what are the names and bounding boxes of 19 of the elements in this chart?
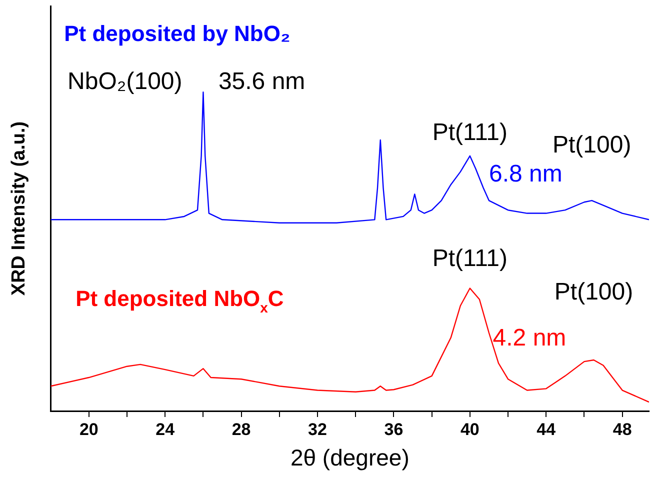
x-tick-label: 28 [232, 420, 251, 439]
annotation: 6.8 nm [488, 160, 562, 188]
x-tick-label: 36 [384, 420, 404, 439]
annotation: 4.2 nm [492, 324, 566, 352]
annotation: Pt(111) [432, 244, 508, 272]
annotation: Pt(100) [552, 132, 632, 159]
x-tick-label: 20 [79, 420, 98, 439]
x-tick-label: 32 [308, 420, 327, 439]
x-axis-title: 2θ (degree) [290, 444, 410, 471]
x-tick-label: 40 [460, 420, 480, 439]
annotation: NbO₂(100) [68, 68, 182, 95]
y-axis-title: XRD Intensity (a.u.) [8, 121, 30, 296]
text: Pt deposited by NbO₂ [64, 21, 290, 46]
annotation: 35.6 nm [218, 68, 306, 95]
x-tick-label: 48 [612, 420, 632, 439]
annotation: Pt(100) [554, 278, 634, 306]
x-tick-label: 24 [156, 420, 176, 439]
annotation: Pt(111) [432, 118, 508, 146]
x-tick-label: 44 [536, 420, 556, 439]
